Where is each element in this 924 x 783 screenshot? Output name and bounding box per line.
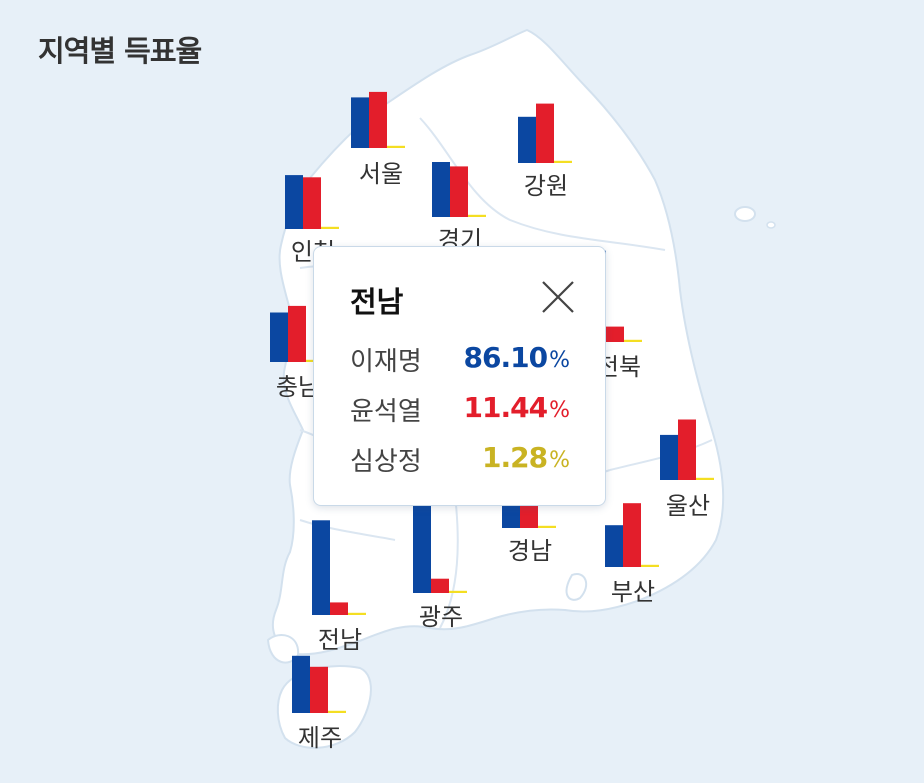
island-east: [734, 206, 756, 222]
bar-group-인천[interactable]: [285, 175, 339, 229]
candidate-name: 윤석열: [350, 397, 422, 427]
bar-윤석열[interactable]: [310, 666, 328, 713]
bar-심상정[interactable]: [641, 564, 659, 567]
region-label: 전남: [318, 626, 362, 654]
bar-윤석열[interactable]: [678, 419, 696, 481]
bar-심상정[interactable]: [554, 160, 572, 163]
island-east-small: [766, 221, 776, 229]
bar-이재명[interactable]: [292, 655, 310, 713]
percent-unit: %: [549, 448, 570, 473]
bar-심상정[interactable]: [321, 226, 339, 229]
bar-이재명[interactable]: [413, 499, 431, 594]
candidate-percent: 86.10%: [464, 341, 570, 374]
candidate-row: 심상정 1.28%: [350, 441, 570, 481]
bar-심상정[interactable]: [348, 612, 366, 615]
candidate-percent: 1.28%: [482, 441, 570, 474]
close-icon[interactable]: [540, 279, 576, 315]
region-popup: 전남 이재명 86.10% 윤석열 11.44% 심상정 1.28%: [313, 246, 606, 506]
bar-윤석열[interactable]: [623, 503, 641, 567]
region-label: 강원: [524, 172, 568, 200]
bar-심상정[interactable]: [538, 525, 556, 528]
region-label: 부산: [611, 578, 655, 606]
bar-윤석열[interactable]: [330, 602, 348, 615]
percent-value: 11.44: [463, 391, 549, 424]
page-title: 지역별 득표율: [38, 34, 202, 68]
bar-심상정[interactable]: [696, 477, 714, 480]
bar-이재명[interactable]: [285, 175, 303, 229]
candidate-name: 이재명: [350, 347, 422, 377]
candidate-name: 심상정: [350, 447, 422, 477]
bar-이재명[interactable]: [518, 116, 536, 163]
bar-group-전남[interactable]: [312, 520, 366, 615]
region-label: 광주: [419, 603, 463, 631]
candidate-row: 이재명 86.10%: [350, 341, 570, 381]
bar-윤석열[interactable]: [288, 305, 306, 362]
bar-윤석열[interactable]: [303, 177, 321, 229]
bar-윤석열[interactable]: [450, 166, 468, 217]
bar-이재명[interactable]: [660, 434, 678, 480]
region-label: 서울: [359, 160, 403, 188]
bar-이재명[interactable]: [312, 520, 330, 615]
bar-group-울산[interactable]: [660, 419, 714, 481]
region-label: 울산: [666, 492, 710, 520]
bar-심상정[interactable]: [328, 710, 346, 713]
percent-unit: %: [549, 348, 570, 373]
bars-layer: [270, 91, 714, 713]
bar-이재명[interactable]: [605, 525, 623, 567]
region-label: 경남: [508, 537, 552, 565]
bar-심상정[interactable]: [468, 214, 486, 217]
bar-윤석열[interactable]: [431, 578, 449, 593]
percent-value: 86.10: [463, 341, 549, 374]
bar-심상정[interactable]: [624, 339, 642, 342]
bar-이재명[interactable]: [270, 312, 288, 363]
island-jindo: [266, 634, 300, 664]
bar-group-제주[interactable]: [292, 655, 346, 713]
candidate-percent: 11.44%: [464, 391, 570, 424]
bar-윤석열[interactable]: [606, 326, 624, 342]
bar-group-강원[interactable]: [518, 103, 572, 163]
bar-윤석열[interactable]: [369, 91, 387, 148]
bar-group-경기[interactable]: [432, 162, 486, 217]
bar-group-서울[interactable]: [351, 91, 405, 148]
region-label: 제주: [298, 724, 342, 752]
bar-group-광주[interactable]: [413, 499, 467, 594]
popup-title: 전남: [350, 285, 404, 319]
bar-이재명[interactable]: [351, 97, 369, 148]
bar-윤석열[interactable]: [536, 103, 554, 163]
candidate-row: 윤석열 11.44%: [350, 391, 570, 431]
bar-심상정[interactable]: [449, 590, 467, 593]
region-label: 충남: [276, 373, 320, 401]
percent-value: 1.28: [482, 441, 548, 474]
bar-이재명[interactable]: [432, 162, 450, 217]
bar-group-부산[interactable]: [605, 503, 659, 567]
bar-심상정[interactable]: [387, 145, 405, 148]
percent-unit: %: [549, 398, 570, 423]
island-geoje: [565, 573, 588, 601]
